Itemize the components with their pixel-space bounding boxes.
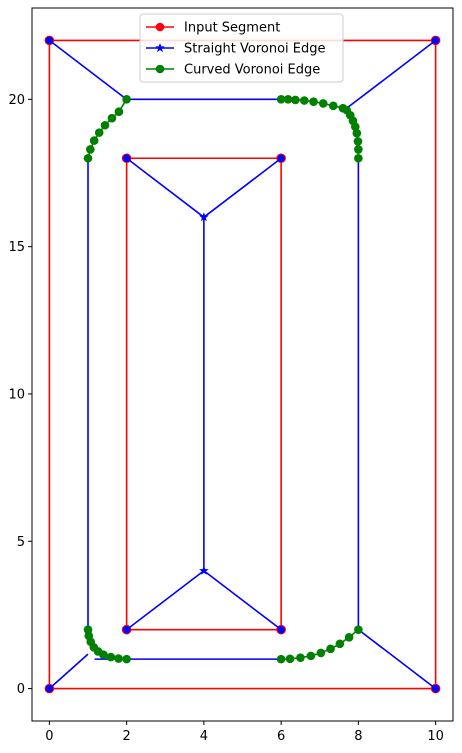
y-tick-label: 10 — [8, 387, 25, 402]
plot-frame — [31, 7, 454, 722]
curved-edge-point — [100, 120, 110, 130]
curved-edge-point — [86, 145, 95, 154]
voronoi-star-marker — [199, 212, 209, 222]
curved-edge-point — [276, 654, 286, 664]
curved-edge-point — [122, 654, 131, 664]
legend-circle-marker — [155, 64, 165, 74]
x-tick-label: 8 — [354, 729, 362, 744]
x-tick-label: 6 — [277, 729, 285, 744]
straight-voronoi-edge — [126, 157, 205, 218]
x-tick-label: 2 — [122, 729, 130, 744]
straight-voronoi-edge — [126, 570, 205, 631]
legend-label: Curved Voronoi Edge — [184, 63, 320, 78]
curved-edge-point — [299, 96, 309, 105]
curved-edge-point — [99, 650, 108, 660]
straight-voronoi-edge — [48, 653, 89, 690]
curved-edge-point — [276, 95, 286, 104]
curved-edge-point — [354, 145, 363, 154]
curved-edge-point — [352, 128, 362, 138]
x-tick-label: 0 — [45, 729, 53, 744]
straight-voronoi-edge — [203, 570, 282, 631]
y-tick-label: 5 — [17, 535, 25, 550]
curved-edge-point — [353, 137, 363, 146]
curved-edge-point — [114, 654, 123, 663]
curved-edge-point — [306, 651, 316, 661]
curved-edge-point — [328, 101, 338, 111]
curved-edge-point — [107, 113, 117, 123]
y-tick-label: 15 — [8, 240, 25, 255]
curved-edge-point — [122, 95, 131, 104]
curved-edge-point — [316, 648, 326, 658]
legend-circle-marker — [155, 22, 165, 32]
input-segments-layer — [44, 35, 441, 694]
curved-edge-point — [89, 136, 99, 145]
x-tick-label: 4 — [200, 729, 208, 744]
legend-label: Straight Voronoi Edge — [184, 42, 326, 57]
curved-edge-point — [83, 153, 93, 163]
straight-voronoi-edge — [346, 39, 437, 109]
curved-edge-point — [344, 633, 354, 642]
straight-voronoi-edge — [203, 157, 282, 218]
curved-edge-point — [285, 654, 295, 664]
curved-edge-point — [114, 107, 124, 117]
curved-edge-point — [94, 128, 104, 137]
curved-edge-point — [354, 153, 363, 163]
legend: Input Segment Straight Voronoi Edge Curved… — [139, 13, 344, 83]
curved-edge-point — [291, 95, 300, 105]
curved-edge-point — [326, 644, 335, 654]
y-tick-label: 20 — [8, 93, 25, 108]
x-tick-label: 10 — [427, 729, 444, 744]
straight-edges-layer — [48, 39, 437, 690]
straight-voronoi-edge — [48, 39, 128, 100]
curved-edge-point — [354, 625, 363, 634]
curved-edge-point — [309, 97, 318, 106]
legend-label: Input Segment — [184, 21, 280, 36]
curved-edge-point — [350, 122, 360, 132]
curved-edges-layer — [83, 95, 363, 664]
curved-edge-point — [318, 99, 328, 108]
curved-edge-point — [283, 95, 293, 104]
straight-voronoi-edge — [357, 629, 437, 690]
curved-edge-point — [335, 639, 345, 649]
legend-star-marker — [155, 43, 165, 53]
y-tick-label: 0 — [17, 682, 25, 697]
voronoi-star-marker — [199, 565, 209, 575]
legend-box — [139, 13, 344, 83]
curved-edge-point — [296, 653, 305, 662]
curved-edge-point — [106, 652, 116, 662]
axis-ticks: 0 2 4 6 8 10 0 5 10 15 20 — [8, 93, 443, 744]
